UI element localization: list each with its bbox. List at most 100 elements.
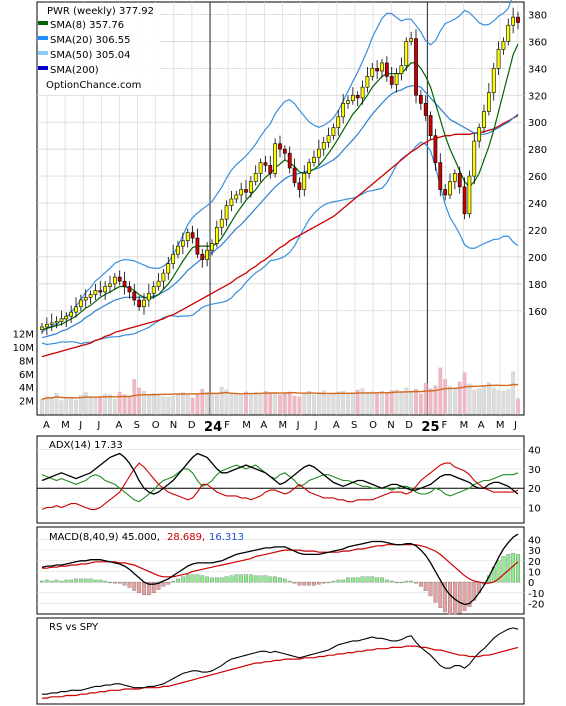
candle-body: [477, 127, 482, 142]
volume-bar: [122, 394, 127, 415]
candle-body: [457, 173, 462, 188]
candle-body: [467, 175, 472, 215]
x-tick-label: M: [460, 420, 469, 431]
candle-body: [302, 173, 307, 190]
volume-bar: [214, 393, 219, 415]
macd-histogram-bar: [176, 578, 180, 583]
y-tick-label: 380: [528, 10, 547, 21]
candle-body: [292, 167, 297, 184]
macd-histogram-bar: [40, 580, 44, 583]
volume-bar: [229, 392, 234, 415]
macd-histogram-bar: [384, 579, 389, 583]
x-tick-label: D: [188, 420, 196, 431]
volume-bar: [151, 393, 156, 415]
candle-body: [219, 218, 224, 228]
minus-di-line: [41, 462, 519, 510]
macd-histogram-bar: [496, 560, 501, 583]
candle-body: [74, 306, 78, 313]
macd-histogram-bar: [287, 580, 292, 583]
candle-body: [506, 24, 511, 42]
volume-bar: [438, 367, 443, 415]
sma20-line: [41, 85, 519, 339]
volume-bar: [44, 396, 49, 415]
x-tick-label: A: [115, 420, 122, 431]
macd-tick-label: -10: [528, 589, 544, 600]
macd-histogram-bar: [316, 581, 321, 585]
candle-body: [210, 243, 214, 251]
volume-bar: [399, 391, 404, 415]
price-plot: [40, 0, 520, 358]
macd-histogram-bar: [239, 574, 244, 583]
volume-bar: [423, 383, 428, 415]
macd-histogram-bar: [44, 579, 49, 583]
macd-histogram-bar: [49, 580, 54, 583]
volume-bar: [297, 396, 302, 415]
legend-source: OptionChance.com: [46, 80, 141, 91]
volume-bar: [263, 391, 268, 415]
macd-histogram-bar: [88, 578, 93, 583]
candle-body: [146, 292, 151, 301]
volume-bar: [137, 387, 142, 415]
x-tick-label: 25: [421, 420, 439, 435]
macd-histogram-bar: [258, 575, 263, 583]
macd-histogram-bar: [142, 581, 146, 596]
macd-histogram-bar: [302, 581, 307, 586]
volume-bar: [375, 393, 380, 415]
candle-body: [336, 116, 341, 128]
candle-body: [108, 283, 112, 287]
legend-sma200: SMA(200): [50, 65, 99, 76]
macd-histogram-bar: [399, 581, 404, 584]
volume-bar: [78, 395, 83, 415]
macd-histogram-bar: [78, 578, 83, 583]
candle-body: [418, 94, 423, 104]
volume-bar: [452, 387, 457, 415]
macd-histogram-bar: [282, 578, 287, 583]
volume-bar: [74, 399, 78, 415]
macd-signal-value: 16.313: [209, 532, 244, 543]
volume-bar: [341, 391, 346, 415]
rs-plot: [42, 627, 519, 699]
macd-histogram-bar: [307, 581, 312, 586]
volume-tick-label: 8M: [19, 356, 34, 367]
candle-body: [399, 65, 404, 75]
volume-bar: [248, 393, 253, 415]
macd-panel-frame: [36, 526, 525, 615]
candle-body: [365, 76, 370, 88]
candle-body: [253, 173, 258, 182]
y-tick-label: 320: [528, 91, 547, 102]
volume-bar: [477, 388, 482, 415]
adx-label: ADX(14) 17.33: [49, 440, 123, 451]
volume-bar: [360, 388, 365, 415]
adx-plot: 10 20 30 40: [37, 446, 541, 515]
candle-body: [40, 326, 44, 330]
macd-histogram-bar: [171, 580, 176, 583]
volume-bar: [336, 391, 341, 415]
volume-ma-line: [41, 383, 519, 400]
volume-bar: [239, 395, 244, 415]
macd-histogram-bar: [428, 581, 433, 597]
macd-histogram-bar: [59, 580, 64, 583]
macd-histogram-bar: [321, 581, 326, 584]
candle-body: [83, 297, 88, 301]
sma8-line: [41, 43, 519, 331]
x-tick-label: M: [61, 420, 70, 431]
candle-body: [180, 240, 185, 247]
legend-sma8: SMA(8) 357.76: [50, 20, 124, 31]
candle-body: [161, 272, 166, 282]
candle-body: [156, 280, 161, 287]
macd-histogram-bar: [457, 581, 462, 614]
macd-histogram-bar: [166, 581, 171, 585]
volume-bar: [244, 391, 248, 415]
volume-bar: [54, 393, 59, 415]
adx-tick-label: 10: [528, 504, 541, 515]
y-tick-label: 340: [528, 64, 547, 75]
macd-histogram-bar: [268, 576, 273, 583]
volume-bar: [462, 372, 467, 415]
x-tick-label: N: [387, 420, 394, 431]
candle-body: [151, 286, 156, 294]
candle-body: [88, 294, 93, 298]
macd-histogram-bar: [467, 581, 472, 607]
candle-body: [380, 62, 384, 72]
